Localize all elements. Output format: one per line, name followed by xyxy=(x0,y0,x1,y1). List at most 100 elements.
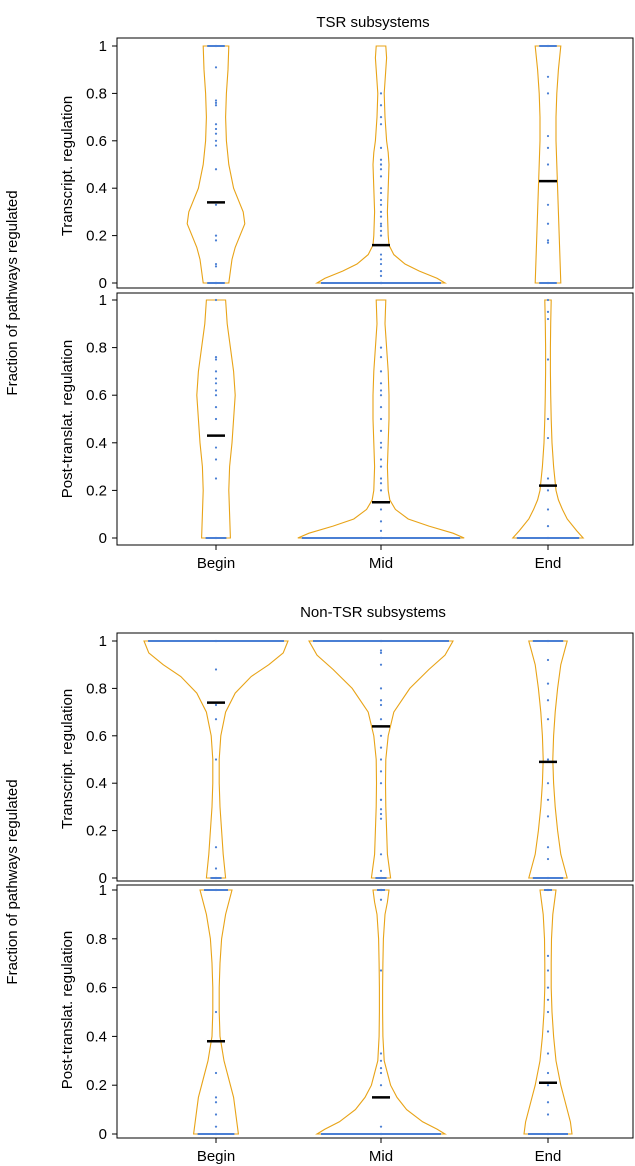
y-axis: 0 0.2 0.4 0.6 0.8 1 xyxy=(86,633,117,887)
y-tick-label: 0.2 xyxy=(86,482,107,499)
data-point xyxy=(214,758,218,761)
data-point xyxy=(546,163,550,166)
y-tick-label: 1 xyxy=(99,38,107,55)
data-point xyxy=(546,44,550,48)
x-tick-label: Mid xyxy=(369,555,393,572)
data-point xyxy=(379,146,383,150)
data-point xyxy=(379,734,383,737)
y-tick-label: 0 xyxy=(99,1126,107,1143)
data-point xyxy=(379,270,383,273)
data-point xyxy=(214,888,218,892)
y-tick: 0.2 xyxy=(86,1077,117,1094)
data-point xyxy=(546,75,550,78)
data-point xyxy=(379,191,383,195)
y-tick: 0.4 xyxy=(86,435,117,452)
y-tick: 0.4 xyxy=(86,1028,117,1045)
data-point xyxy=(379,222,383,225)
data-point xyxy=(546,317,550,321)
data-point xyxy=(379,876,383,880)
y-axis: 0 0.2 0.4 0.6 0.8 1 xyxy=(86,292,117,547)
data-point xyxy=(214,1010,218,1014)
violin-end xyxy=(523,888,573,1136)
data-point xyxy=(379,808,383,811)
violin-outline xyxy=(196,299,236,539)
data-point xyxy=(546,998,550,1001)
panel-transcript-regulation: Transcript. regulation 0 0.2 0.4 0.6 0.8… xyxy=(59,632,634,887)
y-tick: 1 xyxy=(99,292,117,309)
data-point xyxy=(546,310,550,313)
y-axis: 0 0.2 0.4 0.6 0.8 1 xyxy=(86,882,117,1143)
plot-area xyxy=(116,292,634,546)
data-point xyxy=(379,394,383,397)
data-point xyxy=(546,954,550,957)
data-point xyxy=(546,1132,550,1136)
data-point xyxy=(214,99,218,102)
data-point xyxy=(379,175,383,178)
data-point xyxy=(214,1113,218,1116)
data-point xyxy=(546,699,550,702)
data-point xyxy=(379,687,383,690)
data-point xyxy=(379,639,383,643)
y-tick-label: 0.2 xyxy=(86,823,107,840)
y-tick-label: 0.2 xyxy=(86,228,107,245)
y-tick-label: 0.8 xyxy=(86,680,107,697)
data-point xyxy=(546,477,550,480)
y-axis: 0 0.2 0.4 0.6 0.8 1 xyxy=(86,38,117,292)
data-point xyxy=(379,758,383,761)
data-point xyxy=(379,446,383,449)
data-point xyxy=(379,168,383,171)
data-point xyxy=(379,477,383,480)
data-point xyxy=(546,969,550,972)
y-tick-label: 0 xyxy=(99,870,107,887)
panel-post-translat-regulation: Post-translat. regulation 0 0.2 0.4 0.6 … xyxy=(59,882,634,1165)
data-point xyxy=(379,104,383,107)
data-point xyxy=(379,116,383,119)
data-point xyxy=(379,1071,383,1075)
y-tick-label: 1 xyxy=(99,292,107,309)
data-point xyxy=(379,898,383,901)
data-point xyxy=(214,127,218,131)
data-point xyxy=(379,346,383,349)
data-point xyxy=(214,44,218,48)
data-point xyxy=(379,969,383,972)
data-point xyxy=(214,132,218,135)
y-tick: 0.8 xyxy=(86,340,117,357)
data-point xyxy=(379,651,383,654)
data-point xyxy=(379,888,383,892)
data-point xyxy=(379,536,383,540)
y-tick: 0 xyxy=(99,275,117,292)
data-point xyxy=(379,1067,383,1070)
data-point xyxy=(546,1052,550,1055)
data-point xyxy=(379,92,383,95)
data-point xyxy=(214,1071,218,1075)
y-tick: 0.6 xyxy=(86,133,117,150)
y-tick: 0.2 xyxy=(86,228,117,245)
data-point xyxy=(214,703,218,707)
data-point xyxy=(379,198,383,202)
data-point xyxy=(379,370,383,373)
data-point xyxy=(546,1071,550,1075)
data-point xyxy=(546,682,550,685)
y-tick: 0.4 xyxy=(86,775,117,792)
y-tick-label: 0.4 xyxy=(86,1028,107,1045)
data-point xyxy=(379,210,383,213)
y-tick: 0.8 xyxy=(86,85,117,102)
data-point xyxy=(379,262,383,266)
data-point xyxy=(379,782,383,785)
data-point xyxy=(379,441,383,444)
y-tick-label: 0.6 xyxy=(86,133,107,150)
y-tick-label: 0.8 xyxy=(86,931,107,948)
data-point xyxy=(379,529,383,532)
data-point xyxy=(546,1030,550,1033)
x-tick-label: Mid xyxy=(369,1148,393,1165)
data-point xyxy=(379,406,383,409)
y-tick: 1 xyxy=(99,38,117,55)
data-point xyxy=(214,104,218,107)
y-tick: 0.6 xyxy=(86,728,117,745)
data-point xyxy=(214,639,218,643)
y-tick-label: 0.4 xyxy=(86,180,107,197)
violin-begin xyxy=(143,639,289,880)
y-axis-label: Fraction of pathways regulated xyxy=(4,190,21,395)
data-point xyxy=(546,134,550,138)
violin-outline xyxy=(534,45,562,284)
